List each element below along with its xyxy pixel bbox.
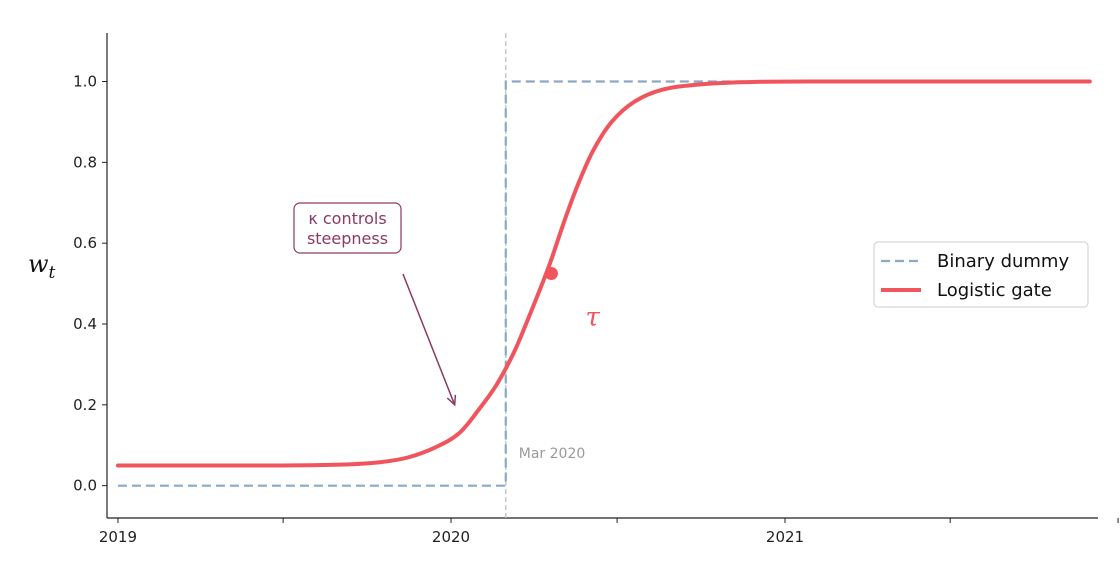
tau-label: τ <box>585 302 600 332</box>
series-lines: τ <box>115 79 1092 487</box>
tau-marker <box>544 266 558 280</box>
annotation-text: κ controls <box>308 209 386 228</box>
series-line-logistic-gate <box>115 79 1092 468</box>
x-tick-label: 2019 <box>99 528 137 546</box>
y-tick-label: 0.2 <box>73 396 97 414</box>
axes: 2019 2020 2021 0.0 0.2 0.4 0.6 0.8 1.0 wt <box>28 33 1119 546</box>
y-tick-label: 0.0 <box>73 477 97 495</box>
legend-box <box>873 241 1089 308</box>
legend: Binary dummy Logistic gate <box>873 241 1089 308</box>
x-tick-label: 2021 <box>766 528 804 546</box>
y-tick-label: 0.6 <box>73 234 97 252</box>
y-axis-label: wt <box>28 250 56 283</box>
x-tick-label: 2020 <box>432 528 470 546</box>
legend-label: Logistic gate <box>937 280 1052 301</box>
annotation-text: steepness <box>307 229 388 248</box>
y-tick-label: 0.8 <box>73 153 97 171</box>
y-tick-label: 1.0 <box>73 73 97 91</box>
legend-label: Binary dummy <box>937 251 1069 272</box>
annotation-box <box>293 202 402 254</box>
annotation-arrow <box>402 273 456 406</box>
vertical-line-label: Mar 2020 <box>519 446 586 462</box>
annotation-arrowhead <box>446 394 457 407</box>
y-tick-label: 0.4 <box>73 315 97 333</box>
